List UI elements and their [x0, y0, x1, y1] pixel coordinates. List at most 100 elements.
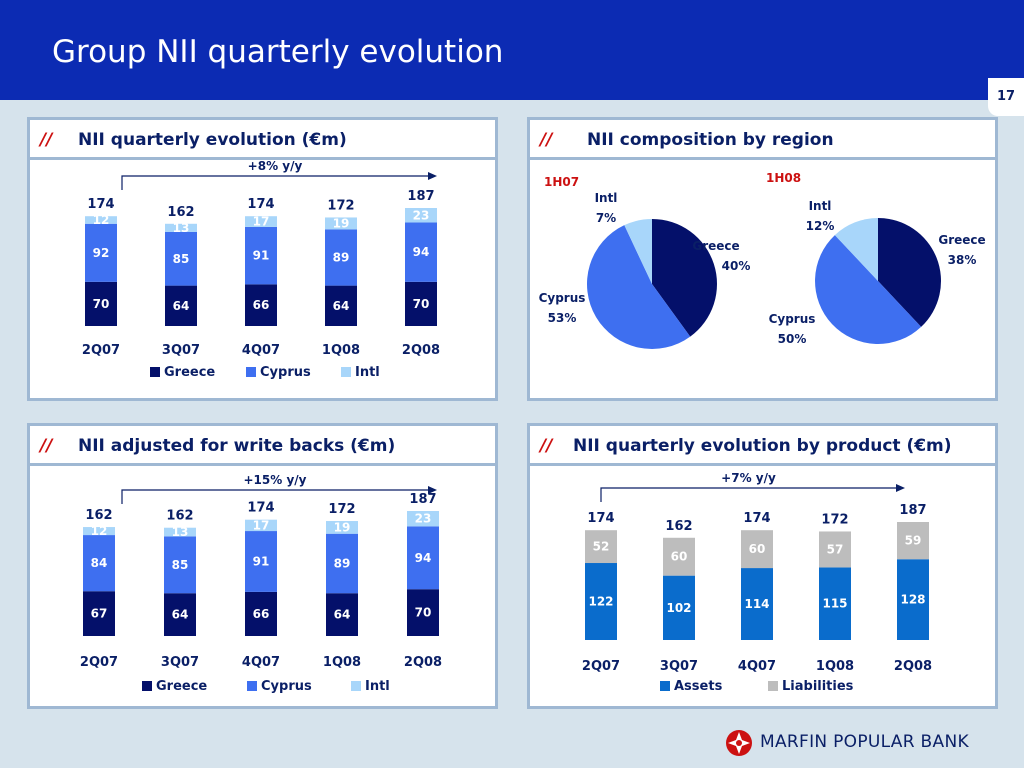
data-label: 70 — [415, 606, 432, 620]
slice-name-label: Greece — [692, 239, 739, 253]
total-label: 187 — [409, 492, 436, 507]
data-label: 64 — [172, 608, 189, 622]
legend-swatch — [142, 681, 152, 691]
legend-label: Greece — [156, 679, 207, 694]
data-label: 92 — [93, 246, 110, 260]
growth-arrow-head — [428, 486, 437, 494]
panel-header: // NII composition by region — [530, 120, 995, 160]
data-label: 128 — [900, 593, 925, 607]
slash-marker: // — [540, 436, 553, 456]
bar-segment — [85, 216, 117, 224]
total-label: 174 — [87, 197, 114, 212]
total-label: 174 — [743, 511, 770, 526]
category-label: 3Q07 — [162, 343, 200, 358]
legend-swatch — [246, 367, 256, 377]
growth-arrow-head — [896, 484, 905, 492]
total-label: 162 — [166, 509, 193, 524]
bar-segment — [245, 591, 277, 636]
total-label: 174 — [587, 511, 614, 526]
bar-segment — [325, 217, 357, 230]
page-number: 17 — [988, 78, 1024, 116]
bar-segment — [407, 511, 439, 527]
legend-swatch — [341, 367, 351, 377]
bar-segment — [819, 531, 851, 568]
bar-segment — [326, 521, 358, 534]
legend-label: Assets — [674, 679, 723, 694]
total-label: 162 — [167, 205, 194, 220]
slice-name-label: Greece — [938, 233, 985, 247]
data-label: 17 — [253, 215, 270, 229]
slice-percent-label: 50% — [778, 332, 807, 346]
bar-segment — [83, 527, 115, 536]
bar-segment — [407, 589, 439, 636]
chart-nii-region: 1H07 Greece 40% Cyprus 53% Intl 7% 1H08 Greece 38… — [539, 171, 986, 349]
data-label: 19 — [333, 216, 350, 230]
category-label: 2Q08 — [404, 655, 442, 670]
logo-text: MARFIN POPULAR BANK — [760, 732, 969, 752]
category-label: 1Q08 — [322, 343, 360, 358]
slice-name-label: Intl — [809, 199, 832, 213]
bar-segment — [165, 285, 197, 326]
legend-swatch — [247, 681, 257, 691]
category-label: 1Q08 — [816, 659, 854, 674]
data-label: 64 — [173, 299, 190, 313]
bar-segment — [585, 563, 617, 640]
data-label: 60 — [749, 542, 766, 556]
growth-arrow-line — [600, 487, 896, 502]
slice-name-label: Intl — [595, 191, 618, 205]
category-label: 2Q08 — [402, 343, 440, 358]
bar-segment — [897, 522, 929, 560]
category-label: 4Q07 — [242, 343, 280, 358]
slice-percent-label: 38% — [948, 253, 977, 267]
title-banner: Group NII quarterly evolution — [0, 0, 1024, 100]
panel-nii-product: // NII quarterly evolution by product (€… — [527, 423, 998, 709]
bar-segment — [819, 567, 851, 640]
legend-label: Cyprus — [260, 365, 311, 380]
marfin-logo-icon — [726, 730, 752, 756]
panel-nii-quarterly: // NII quarterly evolution (€m) +8% y/y 7… — [27, 117, 498, 401]
pie-slice — [624, 219, 652, 284]
bar-segment — [164, 527, 196, 537]
total-label: 187 — [407, 189, 434, 204]
legend-label: Liabilities — [782, 679, 854, 694]
bar-segment — [326, 593, 358, 636]
data-label: 59 — [905, 534, 922, 548]
data-label: 64 — [334, 608, 351, 622]
data-label: 70 — [413, 297, 430, 311]
growth-label: +8% y/y — [248, 159, 303, 173]
category-label: 4Q07 — [738, 659, 776, 674]
data-label: 23 — [413, 208, 430, 222]
data-label: 19 — [334, 520, 351, 534]
bar-segment — [245, 216, 277, 227]
panel-title: NII quarterly evolution (€m) — [78, 130, 347, 150]
growth-label: +7% y/y — [721, 471, 776, 485]
data-label: 114 — [744, 597, 769, 611]
data-label: 89 — [334, 556, 351, 570]
bar-segment — [585, 530, 617, 564]
data-label: 89 — [333, 251, 350, 265]
data-label: 60 — [671, 550, 688, 564]
bar-segment — [165, 231, 197, 286]
pie-slice — [878, 218, 941, 327]
bar-segment — [326, 533, 358, 594]
pie-slice — [587, 225, 691, 349]
bar-segment — [245, 226, 277, 285]
category-label: 2Q07 — [582, 659, 620, 674]
chart-nii-quarterly: +8% y/y7092121742Q076485131623Q076691171… — [82, 159, 440, 380]
legend-label: Cyprus — [261, 679, 312, 694]
bar-segment — [83, 591, 115, 636]
panel-header: // NII adjusted for write backs (€m) — [30, 426, 495, 466]
data-label: 13 — [172, 525, 189, 539]
growth-arrow-line — [121, 175, 428, 190]
data-label: 67 — [91, 607, 108, 621]
slice-percent-label: 7% — [596, 211, 616, 225]
bar-segment — [164, 536, 196, 594]
data-label: 12 — [93, 213, 110, 227]
total-label: 187 — [899, 503, 926, 518]
page-title: Group NII quarterly evolution — [52, 34, 504, 70]
data-label: 91 — [253, 249, 270, 263]
category-label: 4Q07 — [242, 655, 280, 670]
data-label: 115 — [822, 597, 847, 611]
bar-segment — [245, 519, 277, 532]
total-label: 162 — [85, 508, 112, 523]
